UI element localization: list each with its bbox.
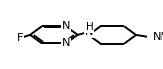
Text: N: N	[85, 27, 93, 37]
Text: N: N	[61, 39, 70, 49]
Text: NH: NH	[153, 32, 163, 42]
Text: F: F	[16, 33, 23, 43]
Text: 2: 2	[162, 35, 163, 44]
Text: N: N	[61, 21, 70, 31]
Text: H: H	[86, 22, 93, 32]
